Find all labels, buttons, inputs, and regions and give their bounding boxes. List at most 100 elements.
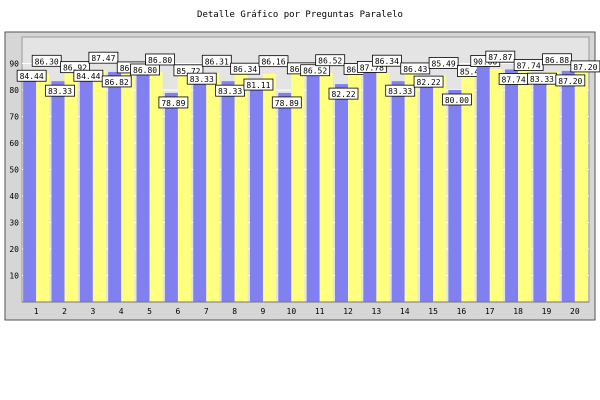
bar-series1 (193, 81, 207, 302)
bar-series2 (433, 75, 447, 302)
bar-series1 (278, 92, 292, 302)
bar-series2 (291, 72, 305, 302)
data-label-series2: 86.16 (261, 58, 285, 67)
data-label-series1: 83.33 (530, 75, 554, 84)
data-label-series2-box (230, 62, 261, 75)
chart-title: Detalle Gráfico por Preguntas Paralelo (197, 10, 403, 20)
data-label-series1-box (328, 87, 359, 100)
x-tick-label: 9 (261, 307, 266, 316)
data-label-series1-box (186, 72, 217, 85)
bar-series1 (79, 78, 93, 302)
data-label-series2: 86.92 (63, 64, 87, 73)
bar-series2 (262, 73, 277, 303)
data-label-series2-box (201, 54, 232, 67)
data-label-series1-box (101, 75, 132, 88)
y-tick-label: 10 (9, 272, 19, 281)
data-label-series1: 81.11 (246, 81, 270, 90)
bar-series2 (64, 71, 78, 302)
bar-series1 (23, 78, 37, 302)
x-tick-label: 7 (204, 307, 209, 316)
bar-series2 (404, 72, 418, 302)
data-label-series2: 86.80 (148, 56, 172, 65)
bar-series2 (177, 74, 191, 302)
bar-series1 (249, 87, 263, 302)
data-label-series1-box (243, 78, 274, 91)
data-label-series1-box (271, 96, 302, 109)
bar-series1 (306, 72, 320, 302)
bar-series1 (391, 81, 405, 302)
data-label-series2: 87.87 (488, 53, 512, 62)
x-tick-label: 16 (457, 307, 467, 316)
y-tick-label: 60 (9, 139, 19, 148)
data-label-series1: 86.80 (133, 66, 157, 75)
data-label-series2-box (542, 53, 572, 66)
bar-series2 (489, 69, 503, 302)
data-label-series2: 87.47 (91, 54, 115, 63)
data-label-series1-box (385, 84, 416, 97)
x-tick-label: 17 (485, 307, 495, 316)
data-label-series1: 83.33 (218, 87, 242, 96)
data-label-series1: 83.33 (190, 75, 214, 84)
data-label-series2: 86.31 (205, 57, 229, 66)
bar-series1 (505, 69, 519, 302)
x-tick-label: 13 (372, 307, 382, 316)
data-label-series1: 86.82 (105, 78, 129, 87)
x-tick-label: 15 (428, 307, 438, 316)
data-label-series1-box (356, 60, 387, 73)
data-label-series1-box (215, 84, 246, 97)
data-label-series1-box (45, 84, 75, 97)
data-label-series1: 86.52 (303, 67, 327, 76)
data-label-series1: 87.74 (502, 75, 526, 84)
bar-series2 (234, 73, 248, 302)
x-tick-label: 4 (119, 307, 124, 316)
bar-series1 (363, 69, 377, 303)
y-tick-label: 50 (9, 166, 19, 175)
bar-series1 (420, 84, 434, 302)
bar-series2 (206, 73, 220, 302)
bar-series2 (92, 70, 106, 302)
data-label-series1-box (158, 96, 189, 109)
bar-series2 (121, 71, 135, 302)
data-label-series2: 85.72 (176, 67, 200, 76)
data-label-series2-box (428, 57, 459, 69)
data-label-series2-box (88, 51, 119, 64)
data-label-series2-box (31, 54, 62, 67)
data-label-series1: 78.89 (161, 99, 185, 108)
x-tick-label: 10 (287, 307, 297, 316)
bar-series2 (376, 73, 390, 302)
data-label-series1-box (16, 69, 47, 82)
data-label-series1: 82.22 (417, 78, 441, 87)
x-tick-label: 19 (542, 307, 552, 316)
bar-series1 (221, 81, 235, 302)
bar-series2 (36, 73, 50, 303)
bar-series1 (533, 81, 547, 302)
y-tick-label: 80 (9, 86, 19, 95)
bar-series2 (546, 71, 560, 302)
data-label-series2-box (258, 55, 289, 68)
data-label-series2-box (315, 54, 346, 67)
data-label-series1: 87.78 (360, 63, 384, 72)
x-tick-label: 12 (343, 307, 353, 316)
bar-series1 (108, 71, 122, 302)
x-tick-label: 6 (176, 307, 181, 316)
y-tick-label: 70 (9, 113, 19, 122)
data-label-series2: 85.47 (460, 68, 484, 77)
x-tick-label: 2 (62, 307, 67, 316)
data-label-series1: 78.89 (275, 99, 299, 108)
bar-series1 (51, 81, 65, 302)
y-tick-label: 40 (9, 192, 19, 201)
bar-series1 (334, 84, 349, 302)
data-label-series2: 86.52 (318, 57, 342, 66)
bar-series1 (561, 70, 575, 302)
data-label-series2: 85.49 (432, 59, 456, 68)
bar-series2 (348, 73, 362, 303)
data-label-series1: 84.44 (20, 72, 44, 81)
bar-series2 (319, 72, 333, 302)
x-tick-label: 8 (232, 307, 237, 316)
y-tick-label: 90 (9, 60, 19, 69)
bar-series2 (461, 75, 475, 302)
x-tick-label: 11 (315, 307, 325, 316)
data-label-series2: 87.20 (573, 63, 597, 72)
bar-series1 (448, 90, 462, 302)
